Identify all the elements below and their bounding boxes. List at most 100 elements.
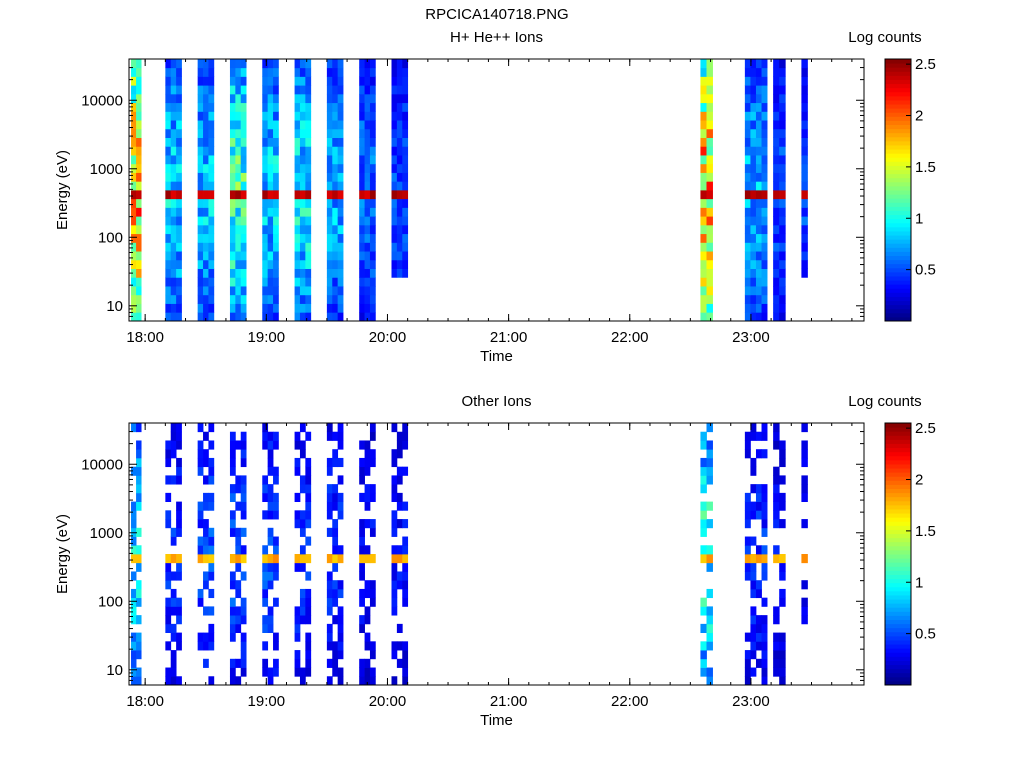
spectrogram-cell	[779, 286, 786, 296]
spectrogram-cell	[337, 510, 344, 520]
spectrogram-cell	[262, 580, 269, 590]
spectrogram-cell	[305, 233, 312, 243]
colorbar-swatch	[885, 468, 911, 473]
spectrogram-cell	[262, 484, 269, 494]
spectrogram-cell	[305, 510, 312, 520]
spectrogram-cell	[744, 224, 751, 235]
spectrogram-cell	[369, 146, 376, 156]
spectrogram-cell	[326, 431, 333, 441]
spectrogram-cell	[750, 641, 757, 651]
spectrogram-cell	[208, 128, 215, 138]
spectrogram-cell	[700, 102, 707, 112]
spectrogram-cell	[305, 111, 312, 121]
spectrogram-cell	[208, 120, 215, 130]
spectrogram-cell	[337, 216, 344, 226]
spectrogram-cell	[744, 242, 751, 252]
spectrogram-cell	[332, 562, 339, 572]
spectrogram-cell	[801, 440, 808, 450]
spectrogram-cell	[779, 76, 786, 86]
spectrogram-cell	[240, 492, 247, 502]
spectrogram-cell	[700, 475, 707, 485]
spectrogram-cell	[240, 111, 247, 121]
spectrogram-cell	[240, 286, 247, 296]
spectrogram-cell	[359, 67, 365, 77]
spectrogram-cell	[744, 181, 751, 191]
spectrogram-cell	[267, 676, 274, 686]
spectrogram-cell	[131, 59, 137, 69]
spectrogram-cell	[294, 163, 301, 173]
spectrogram-cell	[208, 492, 215, 502]
spectrogram-cell	[136, 216, 142, 226]
spectrogram-cell	[176, 259, 182, 269]
spectrogram-cell	[359, 527, 365, 537]
spectrogram-cell	[326, 641, 333, 651]
spectrogram-cell	[170, 242, 177, 252]
spectrogram-cell	[262, 571, 269, 581]
spectrogram-cell	[203, 128, 209, 138]
spectrogram-cell	[262, 190, 269, 200]
spectrogram-cell	[391, 571, 398, 581]
spectrogram-cell	[197, 286, 204, 296]
spectrogram-cell	[262, 440, 269, 450]
spectrogram-cell	[262, 181, 269, 191]
spectrogram-cell	[267, 294, 274, 304]
spectrogram-cell	[235, 251, 242, 261]
spectrogram-cell	[235, 475, 242, 485]
spectrogram-cell	[305, 615, 312, 625]
spectrogram-cell	[197, 172, 204, 182]
spectrogram-cell	[391, 676, 398, 686]
spectrogram-cell	[326, 224, 333, 235]
spectrogram-cell	[267, 172, 274, 182]
spectrogram-cell	[197, 233, 204, 243]
spectrogram-cell	[235, 312, 242, 322]
spectrogram-cell	[273, 277, 279, 287]
spectrogram-cell	[131, 277, 137, 287]
spectrogram-cell	[299, 440, 306, 450]
spectrogram-cell	[267, 606, 274, 616]
spectrogram-cell	[332, 277, 339, 287]
spectrogram-cell	[299, 198, 306, 208]
spectrogram-cell	[170, 216, 177, 226]
spectrogram-cell	[229, 59, 236, 69]
spectrogram-cell	[170, 554, 177, 564]
spectrogram-cell	[299, 85, 306, 95]
spectrogram-cell	[706, 111, 713, 121]
spectrogram-cell	[364, 554, 371, 564]
spectrogram-cell	[337, 554, 344, 564]
spectrogram-cell	[165, 242, 172, 252]
spectrogram-cell	[744, 172, 751, 182]
spectrogram-cell	[131, 120, 137, 130]
spectrogram-cell	[131, 615, 137, 625]
spectrogram-cell	[364, 128, 371, 138]
spectrogram-cell	[136, 286, 142, 296]
spectrogram-cell	[262, 172, 269, 182]
spectrogram-cell	[267, 667, 274, 677]
spectrogram-cell	[755, 198, 762, 208]
spectrogram-cell	[170, 423, 177, 433]
spectrogram-cell	[262, 128, 269, 138]
spectrogram-cell	[700, 93, 707, 104]
spectrogram-cell	[305, 277, 312, 287]
spectrogram-cell	[369, 294, 376, 304]
spectrogram-cell	[273, 120, 279, 130]
spectrogram-cell	[761, 312, 768, 322]
spectrogram-cell	[197, 181, 204, 191]
spectrogram-cell	[305, 207, 312, 217]
spectrogram-cell	[369, 181, 376, 191]
spectrogram-cell	[359, 440, 365, 450]
spectrogram-cell	[267, 155, 274, 165]
spectrogram-cell	[235, 120, 242, 130]
spectrogram-cell	[706, 632, 713, 642]
spectrogram-cell	[176, 431, 182, 441]
spectrogram-cell	[773, 76, 780, 86]
spectrogram-cell	[364, 580, 371, 590]
spectrogram-cell	[305, 597, 312, 607]
spectrogram-cell	[744, 277, 751, 287]
spectrogram-cell	[240, 172, 247, 182]
spectrogram-cell	[326, 85, 333, 95]
y-tick-label: 10000	[81, 92, 123, 109]
spectrogram-cell	[396, 137, 403, 147]
spectrogram-cell	[197, 120, 204, 130]
spectrogram-cell	[761, 554, 768, 564]
colorbar-swatch	[885, 304, 911, 310]
